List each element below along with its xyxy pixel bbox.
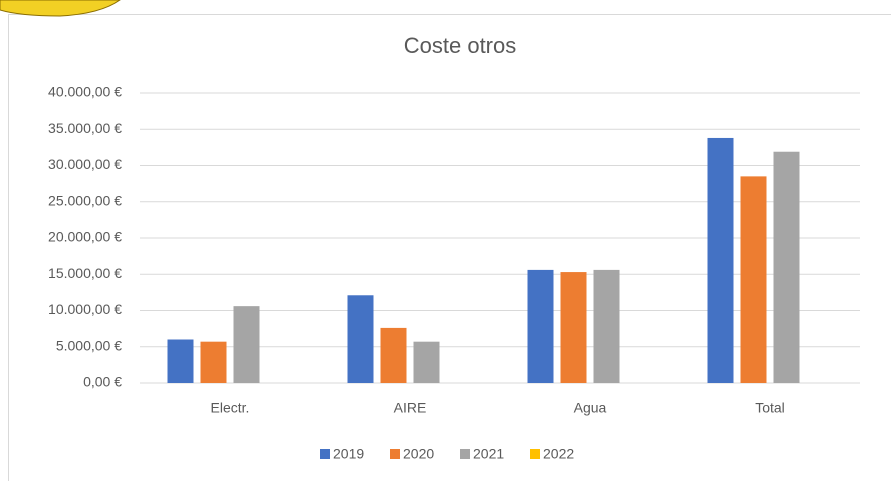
- bar: [740, 176, 767, 383]
- chart-title: Coste otros: [404, 33, 517, 58]
- x-tick-label: AIRE: [394, 400, 427, 416]
- bar: [593, 269, 620, 383]
- bar: [527, 269, 554, 383]
- bar: [200, 341, 227, 383]
- bar: [707, 137, 734, 383]
- y-tick-label: 10.000,00 €: [48, 301, 122, 317]
- x-tick-label: Total: [755, 400, 785, 416]
- bar: [380, 327, 407, 383]
- y-tick-label: 40.000,00 €: [48, 84, 122, 100]
- legend-label: 2020: [403, 446, 434, 462]
- y-tick-label: 5.000,00 €: [56, 337, 122, 353]
- logo-fragment: [0, 0, 121, 17]
- bar: [413, 341, 440, 383]
- y-tick-label: 25.000,00 €: [48, 192, 122, 208]
- bar: [167, 339, 194, 383]
- bar: [773, 151, 800, 383]
- legend-label: 2021: [473, 446, 504, 462]
- y-tick-label: 30.000,00 €: [48, 156, 122, 172]
- x-tick-label: Agua: [574, 400, 607, 416]
- legend-swatch: [390, 449, 400, 459]
- bar: [347, 295, 374, 383]
- legend-swatch: [460, 449, 470, 459]
- bar: [560, 272, 587, 383]
- x-tick-label: Electr.: [211, 400, 250, 416]
- y-tick-label: 0,00 €: [83, 374, 122, 390]
- legend-label: 2019: [333, 446, 364, 462]
- y-tick-label: 35.000,00 €: [48, 120, 122, 136]
- legend-swatch: [320, 449, 330, 459]
- y-tick-label: 20.000,00 €: [48, 229, 122, 245]
- bar: [233, 306, 260, 383]
- legend-label: 2022: [543, 446, 574, 462]
- legend-swatch: [530, 449, 540, 459]
- y-tick-label: 15.000,00 €: [48, 265, 122, 281]
